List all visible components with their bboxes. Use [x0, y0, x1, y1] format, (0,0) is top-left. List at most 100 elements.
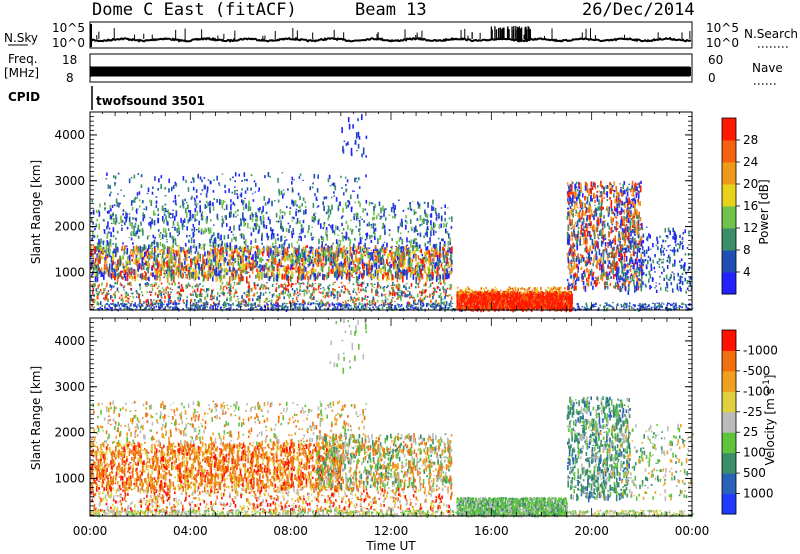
scatter-cell	[440, 267, 442, 269]
scatter-cell	[180, 218, 182, 223]
scatter-cell	[361, 282, 363, 285]
scatter-cell	[107, 243, 109, 246]
scatter-cell	[205, 296, 207, 300]
scatter-cell	[192, 274, 194, 278]
scatter-cell	[185, 243, 187, 247]
scatter-cell	[441, 207, 443, 208]
scatter-cell	[107, 211, 109, 214]
scatter-cell	[299, 285, 301, 288]
scatter-cell	[144, 263, 146, 265]
scatter-cell	[222, 291, 224, 293]
scatter-cell	[243, 252, 245, 254]
scatter-cell	[413, 240, 415, 245]
scatter-cell	[219, 244, 221, 248]
scatter-cell	[287, 303, 289, 304]
scatter-cell	[226, 272, 228, 275]
scatter-cell	[191, 237, 193, 243]
scatter-cell	[410, 272, 412, 277]
scatter-cell	[444, 289, 446, 291]
scatter-cell	[112, 251, 114, 253]
scatter-cell	[104, 229, 106, 234]
scatter-cell	[444, 244, 446, 246]
scatter-cell	[309, 260, 311, 262]
scatter-cell	[256, 246, 258, 250]
scatter-cell	[371, 289, 373, 291]
scatter-cell	[443, 272, 445, 274]
scatter-cell	[215, 277, 217, 282]
scatter-cell	[381, 304, 383, 306]
scatter-cell	[313, 237, 315, 239]
scatter-cell	[231, 273, 233, 277]
scatter-cell	[328, 215, 330, 218]
scatter-cell	[186, 202, 188, 203]
scatter-cell	[122, 242, 124, 244]
scatter-cell	[180, 256, 182, 257]
scatter-cell	[226, 267, 228, 272]
scatter-cell	[352, 190, 354, 191]
scatter-cell	[323, 296, 325, 298]
scatter-cell	[169, 266, 171, 273]
scatter-cell	[440, 283, 442, 285]
scatter-cell	[330, 269, 332, 273]
scatter-cell	[163, 228, 165, 233]
scatter-cell	[186, 300, 188, 304]
scatter-cell	[206, 288, 208, 291]
scatter-cell	[442, 274, 444, 280]
scatter-cell	[156, 196, 158, 198]
scatter-cell	[372, 257, 374, 261]
scatter-cell	[398, 304, 400, 306]
scatter-cell	[256, 292, 258, 295]
scatter-cell	[225, 190, 227, 193]
scatter-cell	[427, 228, 429, 230]
scatter-cell	[363, 270, 365, 275]
scatter-cell	[106, 226, 108, 230]
scatter-cell	[109, 247, 111, 254]
scatter-cell	[233, 225, 235, 230]
scatter-cell	[91, 260, 93, 262]
scatter-cell	[100, 289, 102, 292]
scatter-cell	[283, 296, 285, 299]
scatter-cell	[158, 214, 160, 216]
scatter-cell	[196, 267, 198, 269]
scatter-cell	[261, 284, 263, 286]
scatter-cell	[109, 272, 111, 278]
scatter-cell	[158, 261, 160, 263]
scatter-cell	[449, 294, 451, 296]
scatter-cell	[312, 252, 314, 255]
scatter-cell	[222, 174, 224, 175]
scatter-cell	[434, 223, 436, 227]
scatter-cell	[188, 210, 190, 212]
scatter-cell	[101, 292, 103, 295]
scatter-cell	[338, 247, 340, 253]
scatter-cell	[429, 237, 431, 242]
scatter-cell	[232, 255, 234, 259]
scatter-cell	[291, 243, 293, 247]
scatter-cell	[345, 202, 347, 206]
scatter-cell	[450, 301, 452, 303]
scatter-cell	[634, 306, 636, 308]
scatter-cell	[162, 206, 164, 212]
scatter-cell	[110, 192, 112, 194]
scatter-cell	[108, 293, 110, 294]
scatter-cell	[442, 299, 444, 301]
scatter-cell	[149, 291, 151, 293]
scatter-cell	[226, 243, 228, 248]
scatter-cell	[403, 291, 405, 294]
scatter-cell	[173, 239, 175, 244]
scatter-cell	[261, 265, 263, 269]
scatter-cell	[342, 215, 344, 217]
scatter-cell	[437, 253, 439, 254]
scatter-cell	[374, 260, 376, 263]
scatter-cell	[113, 235, 115, 237]
scatter-cell	[250, 243, 252, 245]
scatter-cell	[389, 250, 391, 252]
scatter-cell	[115, 292, 117, 293]
scatter-cell	[248, 289, 250, 293]
scatter-cell	[154, 237, 156, 239]
scatter-cell	[237, 209, 239, 212]
scatter-cell	[422, 219, 424, 223]
scatter-cell	[166, 211, 168, 212]
scatter-cell	[150, 217, 152, 218]
scatter-cell	[345, 288, 347, 290]
scatter-cell	[354, 297, 356, 299]
